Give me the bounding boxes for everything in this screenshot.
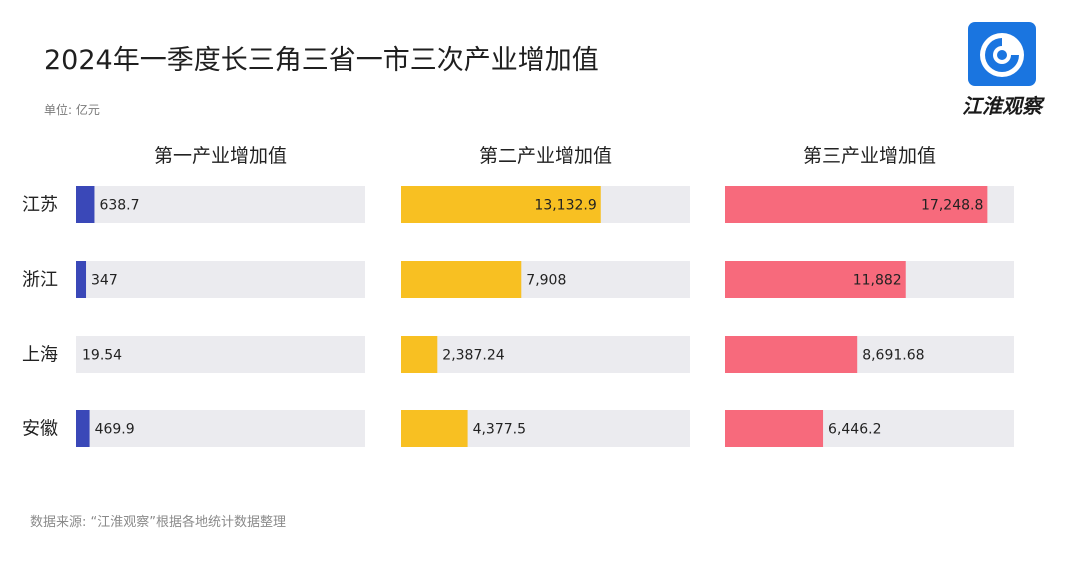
bar (401, 336, 438, 373)
bar-track (76, 186, 365, 223)
bar-track (401, 336, 690, 373)
data-label: 469.9 (95, 422, 135, 438)
data-label: 11,882 (853, 273, 902, 289)
bar (76, 186, 95, 223)
bar (725, 410, 824, 447)
data-label: 2,387.24 (442, 348, 504, 364)
data-label: 347 (91, 273, 118, 289)
bar (401, 410, 468, 447)
data-label: 13,132.9 (534, 198, 596, 214)
data-label: 17,248.8 (921, 198, 983, 214)
unit-label: 单位: 亿元 (44, 103, 100, 117)
bar-track (76, 336, 365, 373)
bar (76, 261, 87, 298)
data-label: 19.54 (82, 348, 122, 364)
data-label: 7,908 (526, 273, 566, 289)
bar (725, 261, 906, 298)
category-label: 江苏 (22, 195, 58, 216)
series-title: 第一产业增加值 (154, 145, 287, 167)
data-label: 6,446.2 (828, 422, 881, 438)
category-label: 浙江 (22, 270, 58, 291)
category-label: 安徽 (22, 419, 58, 440)
bar-track (76, 410, 365, 447)
series-title: 第二产业增加值 (479, 145, 612, 167)
category-label: 上海 (22, 345, 58, 366)
chart-title: 2024年一季度长三角三省一市三次产业增加值 (44, 45, 599, 76)
bar-track (76, 261, 365, 298)
data-label: 4,377.5 (473, 422, 526, 438)
brand-logo-icon (968, 22, 1036, 86)
bar (725, 336, 858, 373)
source-note: 数据来源: “江淮观察”根据各地统计数据整理 (30, 515, 286, 530)
bar (76, 410, 90, 447)
series-title: 第三产业增加值 (803, 145, 936, 167)
data-label: 8,691.68 (862, 348, 924, 364)
data-label: 638.7 (99, 198, 139, 214)
bar (725, 186, 988, 223)
bar (401, 186, 601, 223)
bar (401, 261, 522, 298)
brand-logo-text: 江淮观察 (962, 94, 1042, 118)
